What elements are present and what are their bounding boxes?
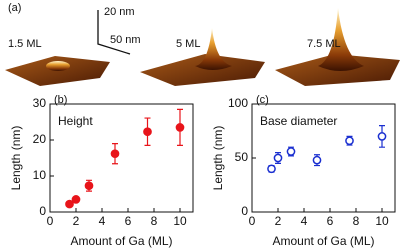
scale-label: 20 nm [104, 6, 135, 18]
sample-label: 5 ML [176, 38, 200, 50]
annotation: Height [58, 114, 93, 128]
x-tick-label: 4 [99, 214, 106, 228]
plot-frame [49, 103, 194, 213]
data-point [267, 164, 276, 174]
data-point [273, 153, 283, 163]
data-point [312, 155, 322, 165]
data-point [345, 136, 354, 146]
data-point [143, 127, 152, 137]
panel-label: (a) [8, 2, 21, 14]
data-point [65, 199, 74, 209]
y-axis-label: Length (nm) [211, 126, 225, 191]
data-point [84, 181, 94, 191]
y-axis-label: Length (nm) [9, 126, 23, 191]
x-tick-label: 0 [47, 214, 54, 228]
annotation: Base diameter [260, 114, 337, 128]
y-tick-label: 0 [39, 204, 46, 218]
afm-images [5, 8, 400, 86]
x-tick-label: 4 [301, 214, 308, 228]
data-point [71, 195, 81, 204]
sample-label: 1.5 ML [8, 38, 42, 50]
x-tick-label: 10 [375, 214, 389, 228]
y-tick-label: 30 [33, 96, 47, 110]
x-tick-label: 2 [73, 214, 80, 228]
x-tick-label: 8 [353, 214, 360, 228]
x-tick-label: 6 [327, 214, 334, 228]
panel-label: (c) [256, 94, 269, 106]
panel-label: (b) [54, 94, 67, 106]
x-axis-label: Amount of Ga (ML) [70, 234, 172, 248]
x-tick-label: 10 [173, 214, 187, 228]
y-tick-label: 50 [235, 150, 249, 164]
data-point [175, 123, 185, 132]
y-tick-label: 0 [241, 204, 248, 218]
data-point [110, 149, 120, 159]
y-tick-label: 100 [228, 96, 248, 110]
sample-label: 7.5 ML [307, 38, 341, 50]
data-point [286, 147, 296, 156]
y-tick-label: 20 [33, 132, 47, 146]
x-tick-label: 8 [151, 214, 158, 228]
x-axis-label: Amount of Ga (ML) [272, 234, 374, 248]
data-point [377, 132, 387, 141]
x-tick-label: 2 [275, 214, 282, 228]
x-tick-label: 6 [125, 214, 132, 228]
scale-label: 50 nm [110, 34, 141, 46]
y-tick-label: 10 [33, 168, 47, 182]
x-tick-label: 0 [249, 214, 256, 228]
